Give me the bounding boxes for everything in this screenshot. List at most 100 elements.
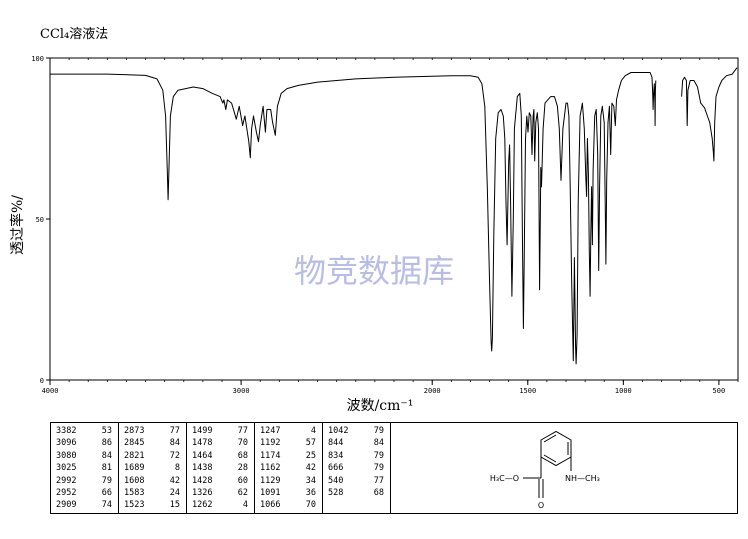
peak-transmittance: 68 <box>373 488 384 499</box>
peak-transmittance: 60 <box>237 475 248 486</box>
peak-column: 2873 77 2845 84 2821 72 1689 8 1608 42 1583 24 1523 1… <box>119 423 187 513</box>
peak-column: 1499 77 1478 70 1464 68 1438 28 1428 60 1326 62 1262… <box>187 423 255 513</box>
peak-row: 1042 79 <box>328 425 390 437</box>
peak-transmittance: 8 <box>174 463 180 474</box>
peak-transmittance: 86 <box>101 438 112 449</box>
peak-column: 3382 53 3096 86 3080 84 3025 81 2992 79 2952 66 2909… <box>51 423 119 513</box>
header-title: CCl₄溶液法 <box>40 27 108 42</box>
peak-wavenumber: 1192 <box>260 438 281 449</box>
peak-wavenumber: 1129 <box>260 475 281 486</box>
peak-row: 3080 84 <box>56 450 118 462</box>
spectrum-line <box>50 72 657 365</box>
peak-transmittance: 70 <box>305 500 316 511</box>
structure-cell: H₃C—O NH—CH₃ O <box>391 423 737 513</box>
peak-wavenumber: 834 <box>328 450 344 461</box>
peak-transmittance: 28 <box>237 463 248 474</box>
peak-row: 2873 77 <box>124 425 186 437</box>
peak-row: 666 79 <box>328 462 390 474</box>
peak-wavenumber: 3080 <box>56 450 77 461</box>
peak-row: 2992 79 <box>56 475 118 487</box>
peak-wavenumber: 2992 <box>56 475 77 486</box>
x-tick-label: 1500 <box>519 387 536 395</box>
peak-wavenumber: 3382 <box>56 426 77 436</box>
peak-wavenumber: 2952 <box>56 488 77 499</box>
benzene-ring <box>540 430 572 467</box>
peak-row: 1428 60 <box>192 475 254 487</box>
peak-transmittance: 70 <box>237 438 248 449</box>
x-tick-label: 500 <box>713 387 726 395</box>
peak-wavenumber: 3096 <box>56 438 77 449</box>
peak-wavenumber: 1091 <box>260 488 281 499</box>
y-tick-label: 0 <box>40 377 44 385</box>
methylamino-group-label: NH—CH₃ <box>565 474 600 483</box>
peak-wavenumber: 2873 <box>124 426 145 436</box>
peak-transmittance: 66 <box>101 488 112 499</box>
peak-transmittance: 79 <box>373 426 384 436</box>
peak-row: 1192 57 <box>260 437 322 449</box>
peak-transmittance: 77 <box>373 475 384 486</box>
x-axis-label: 波数/cm⁻¹ <box>347 398 414 414</box>
molecule-structure: H₃C—O NH—CH₃ O <box>490 430 600 510</box>
peak-row: 2952 66 <box>56 487 118 499</box>
peak-column: 1247 4 1192 57 1174 25 1162 42 1129 34 1091 36 1066 7… <box>255 423 323 513</box>
peak-wavenumber: 528 <box>328 488 344 499</box>
peak-row: 1262 4 <box>192 499 254 511</box>
peak-transmittance: 4 <box>310 426 316 436</box>
peak-row: 1129 34 <box>260 475 322 487</box>
peak-wavenumber: 1162 <box>260 463 281 474</box>
peak-column: 1042 79 844 84 834 79 666 79 540 77 528 68 <box>323 423 391 513</box>
peak-transmittance: 74 <box>101 500 112 511</box>
peak-row: 2909 74 <box>56 499 118 511</box>
carbonyl-oxygen-label: O <box>538 501 544 510</box>
peak-transmittance: 42 <box>305 463 316 474</box>
spectrum-line <box>681 67 738 162</box>
peak-transmittance: 34 <box>305 475 316 486</box>
peak-row: 1091 36 <box>260 487 322 499</box>
peak-row: 834 79 <box>328 450 390 462</box>
peak-transmittance: 84 <box>169 438 180 449</box>
peak-transmittance: 15 <box>169 500 180 511</box>
plot-frame <box>49 57 739 381</box>
peak-wavenumber: 1464 <box>192 450 213 461</box>
peak-wavenumber: 2909 <box>56 500 77 511</box>
peak-wavenumber: 1438 <box>192 463 213 474</box>
peak-wavenumber: 666 <box>328 463 344 474</box>
peak-transmittance: 84 <box>101 450 112 461</box>
peak-wavenumber: 1042 <box>328 426 349 436</box>
peak-row: 844 84 <box>328 437 390 449</box>
peak-transmittance: 68 <box>237 450 248 461</box>
peak-wavenumber: 1583 <box>124 488 145 499</box>
peak-transmittance: 62 <box>237 488 248 499</box>
peak-transmittance: 4 <box>242 500 248 511</box>
peak-transmittance: 36 <box>305 488 316 499</box>
peak-row: 2845 84 <box>124 437 186 449</box>
peak-row: 528 68 <box>328 487 390 499</box>
peak-transmittance: 72 <box>169 450 180 461</box>
peak-wavenumber: 3025 <box>56 463 77 474</box>
peak-row: 1162 42 <box>260 462 322 474</box>
x-tick-label: 4000 <box>42 387 59 395</box>
peak-row: 540 77 <box>328 475 390 487</box>
peak-wavenumber: 1478 <box>192 438 213 449</box>
peak-transmittance: 81 <box>101 463 112 474</box>
peak-transmittance: 57 <box>305 438 316 449</box>
x-tick-label: 2000 <box>424 387 441 395</box>
methoxy-group-label: H₃C—O <box>490 474 519 483</box>
y-tick-label: 50 <box>36 216 44 224</box>
peak-row: 3096 86 <box>56 437 118 449</box>
peak-row: 1523 15 <box>124 499 186 511</box>
peak-row: 1438 28 <box>192 462 254 474</box>
x-axis: 4000 3000 2000 1500 1000 500 <box>42 58 739 395</box>
peak-row: 1066 70 <box>260 499 322 511</box>
peak-wavenumber: 1523 <box>124 500 145 511</box>
peak-transmittance: 77 <box>237 426 248 436</box>
peak-wavenumber: 1428 <box>192 475 213 486</box>
substituent-bonds <box>523 457 572 498</box>
peak-row: 1608 42 <box>124 475 186 487</box>
peak-row: 1464 68 <box>192 450 254 462</box>
peak-row: 1326 62 <box>192 487 254 499</box>
peak-transmittance: 79 <box>101 475 112 486</box>
peak-wavenumber: 1262 <box>192 500 213 511</box>
peak-row: 3025 81 <box>56 462 118 474</box>
peak-wavenumber: 1174 <box>260 450 281 461</box>
